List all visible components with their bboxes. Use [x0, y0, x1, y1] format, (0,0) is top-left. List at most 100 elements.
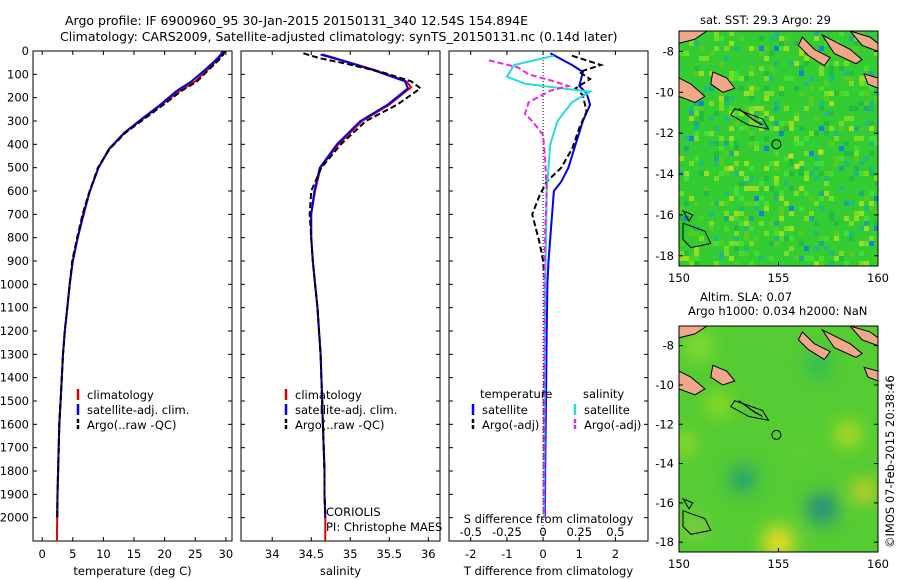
sla-map-title: Altim. SLA: 0.07	[700, 290, 793, 304]
sst-cell	[744, 181, 749, 186]
sst-cell	[744, 126, 749, 131]
sst-cell	[824, 161, 829, 166]
sst-cell	[784, 226, 789, 231]
sst-cell	[759, 81, 764, 86]
sst-cell	[824, 116, 829, 121]
sst-cell	[709, 136, 714, 141]
sst-cell	[719, 36, 724, 41]
sst-cell	[854, 126, 859, 131]
sst-cell	[754, 201, 759, 206]
sst-cell	[809, 216, 814, 221]
sst-cell	[704, 191, 709, 196]
sst-cell	[794, 61, 799, 66]
sst-cell	[719, 106, 724, 111]
sst-cell	[844, 151, 849, 156]
sst-cell	[829, 76, 834, 81]
sst-cell	[699, 236, 704, 241]
sst-cell	[709, 131, 714, 136]
sst-cell	[869, 161, 874, 166]
x-tick-label: 2	[612, 547, 619, 561]
sst-cell	[784, 201, 789, 206]
x-tick-label: 160	[867, 557, 889, 571]
sst-cell	[814, 246, 819, 251]
y-tick-label: 700	[7, 207, 29, 221]
sst-cell	[739, 221, 744, 226]
x-tick-label: 10	[96, 547, 111, 561]
sst-cell	[774, 106, 779, 111]
sst-cell	[704, 41, 709, 46]
series-line-t-satellite	[543, 52, 592, 518]
sst-cell	[814, 31, 819, 36]
sst-cell	[864, 221, 869, 226]
sst-cell	[869, 86, 874, 91]
sst-cell	[689, 161, 694, 166]
sst-cell	[709, 226, 714, 231]
sst-cell	[809, 131, 814, 136]
land-shape	[738, 108, 763, 126]
sst-cell	[744, 236, 749, 241]
legend-label: satellite-adj. clim.	[87, 403, 189, 417]
sst-cell	[729, 151, 734, 156]
y-tick-label: -18	[655, 535, 674, 549]
sst-cell	[779, 206, 784, 211]
sst-cell	[814, 261, 819, 266]
sst-cell	[694, 71, 699, 76]
sst-cell	[824, 181, 829, 186]
sst-cell	[739, 126, 744, 131]
sst-cell	[779, 61, 784, 66]
sst-cell	[854, 146, 859, 151]
sst-cell	[784, 46, 789, 51]
sst-cell	[854, 216, 859, 221]
sst-cell	[839, 41, 844, 46]
sst-cell	[719, 61, 724, 66]
sst-cell	[764, 186, 769, 191]
sst-cell	[789, 121, 794, 126]
sst-cell	[809, 241, 814, 246]
sst-cell	[749, 91, 754, 96]
sst-cell	[849, 116, 854, 121]
sst-cell	[754, 216, 759, 221]
sst-cell	[684, 201, 689, 206]
sst-cell	[719, 171, 724, 176]
sst-cell	[849, 71, 854, 76]
legend-label: satellite-adj. clim.	[295, 403, 397, 417]
sst-cell	[764, 116, 769, 121]
sst-cell	[684, 51, 689, 56]
sst-cell	[799, 186, 804, 191]
sst-cell	[749, 261, 754, 266]
sst-cell	[684, 136, 689, 141]
sst-cell	[739, 151, 744, 156]
sst-cell	[779, 91, 784, 96]
sst-cell	[694, 126, 699, 131]
sst-cell	[679, 251, 684, 256]
sst-cell	[859, 196, 864, 201]
sst-cell	[729, 241, 734, 246]
sst-cell	[804, 106, 809, 111]
sst-cell	[709, 71, 714, 76]
sst-cell	[774, 196, 779, 201]
x-tick-label: -2	[465, 547, 476, 561]
sst-cell	[859, 151, 864, 156]
sst-cell	[814, 211, 819, 216]
sst-cell	[699, 171, 704, 176]
sst-cell	[799, 166, 804, 171]
sst-cell	[764, 201, 769, 206]
sst-cell	[824, 111, 829, 116]
sst-cell	[729, 171, 734, 176]
legend-label: Argo(-adj)	[584, 418, 641, 432]
sst-cell	[749, 126, 754, 131]
sst-cell	[714, 236, 719, 241]
sst-cell	[809, 196, 814, 201]
y-tick-label: 1300	[0, 347, 29, 361]
sst-cell	[749, 176, 754, 181]
sst-cell	[874, 136, 878, 141]
sst-cell	[774, 91, 779, 96]
sst-cell	[749, 46, 754, 51]
sst-cell	[679, 181, 684, 186]
sst-cell	[769, 66, 774, 71]
sst-cell	[724, 101, 729, 106]
y-tick-label: 900	[7, 254, 29, 268]
sst-cell	[744, 91, 749, 96]
sst-cell	[804, 81, 809, 86]
panel-frame	[240, 50, 441, 542]
